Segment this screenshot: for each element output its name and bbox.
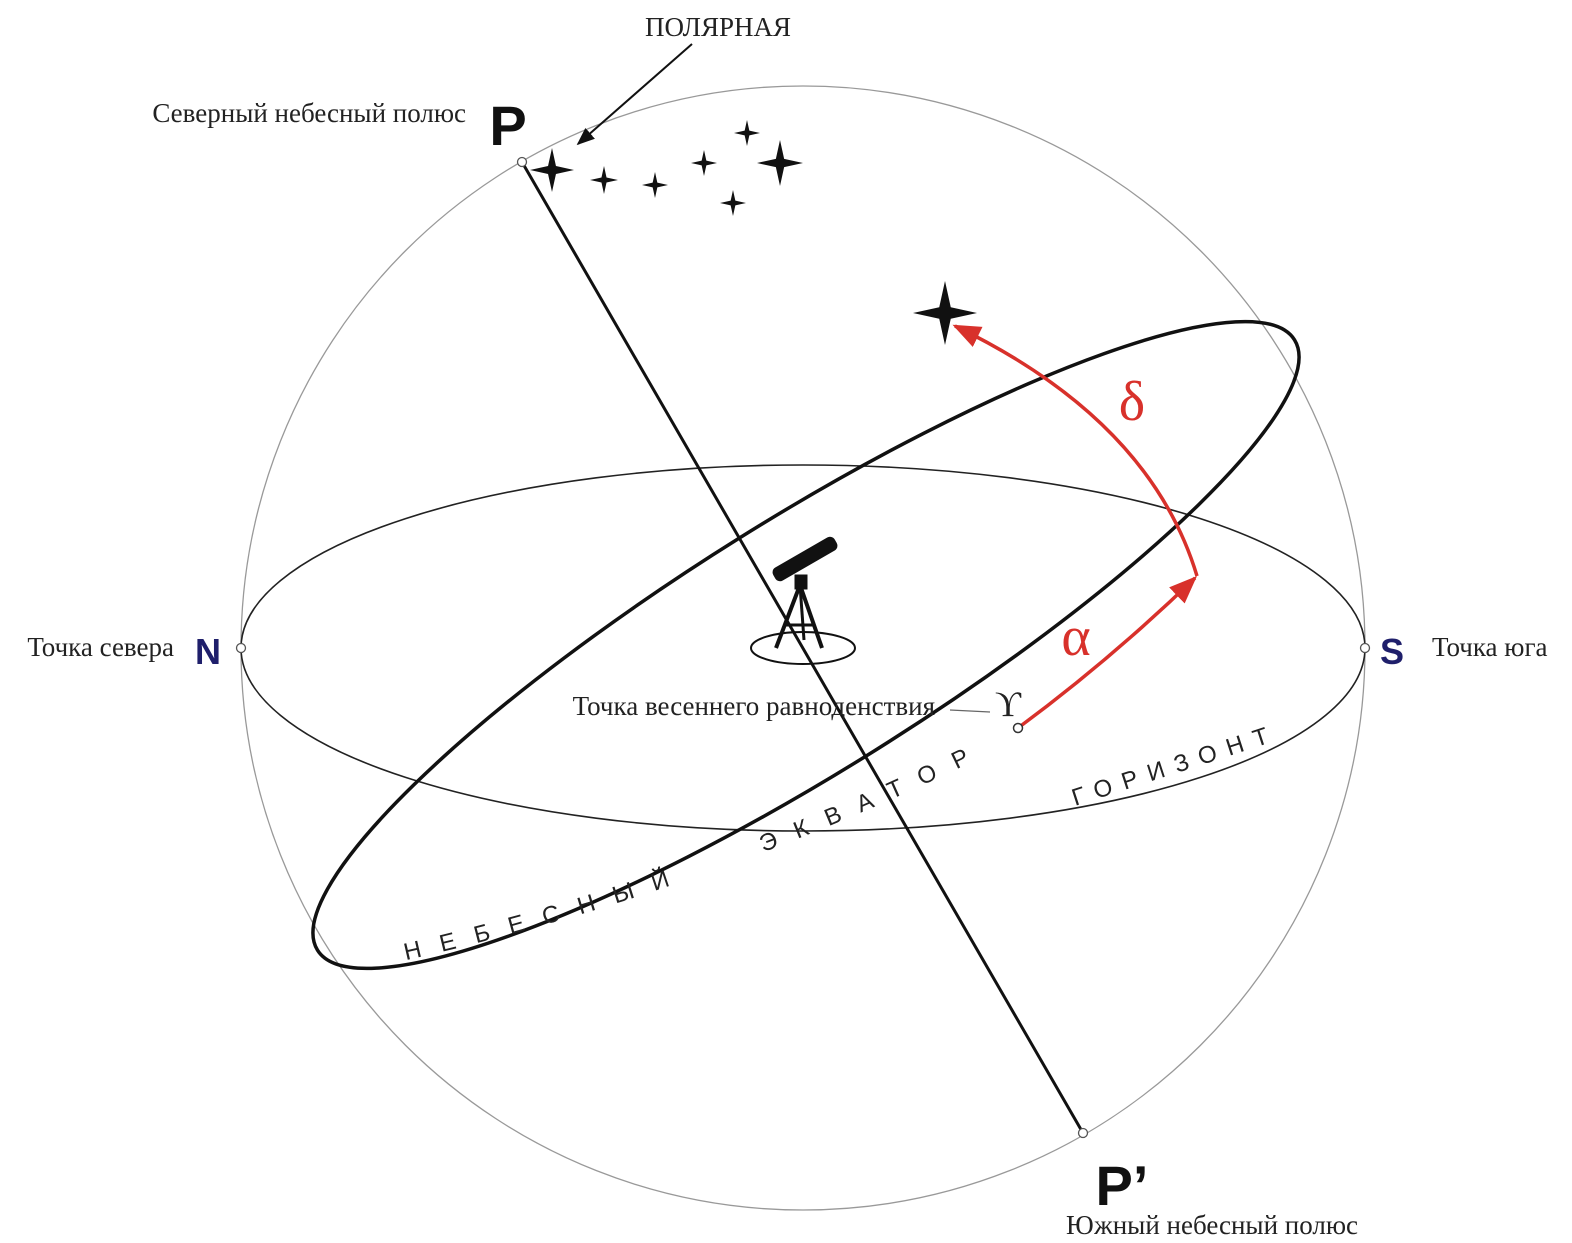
equinox-symbol: ϒ: [995, 684, 1022, 724]
equinox-label: Точка весеннего равноденствия: [573, 691, 935, 721]
north-point-label: Точка севера: [27, 632, 174, 662]
alpha-label: α: [1061, 606, 1090, 668]
right-ascension-arc: [1016, 576, 1198, 730]
north-point-letter: N: [195, 631, 221, 672]
stars: [530, 120, 977, 345]
pointer-arrow: [576, 43, 693, 146]
north-pole-label: Северный небесный полюс: [152, 98, 466, 128]
equinox-point: [1012, 722, 1024, 734]
horizon-label: ГОРИЗОНТ: [1069, 723, 1273, 812]
equator-label-path: НЕБЕСНЫЙ ЭКВАТОР: [401, 743, 973, 966]
delta-label: δ: [1119, 371, 1145, 433]
polaris-label: ПОЛЯРНАЯ: [645, 12, 791, 42]
celestial-equator: [311, 319, 1301, 971]
pole-point: [516, 156, 528, 168]
telescope: [750, 536, 856, 665]
horizon-point: [1359, 642, 1371, 654]
south-point-letter: S: [1380, 631, 1404, 672]
south-pole-letter: P’: [1096, 1154, 1149, 1217]
declination-arc: [952, 324, 1199, 577]
world-axis: [520, 161, 1085, 1134]
pole-point: [1077, 1127, 1089, 1139]
horizon-point: [235, 642, 247, 654]
north-pole-letter: P: [489, 94, 526, 157]
south-pole-label: Южный небесный полюс: [1066, 1210, 1358, 1240]
leader-line: [949, 709, 991, 713]
south-point-label: Точка юга: [1432, 632, 1548, 662]
equator-label: НЕБЕСНЫЙ ЭКВАТОР: [401, 743, 973, 966]
